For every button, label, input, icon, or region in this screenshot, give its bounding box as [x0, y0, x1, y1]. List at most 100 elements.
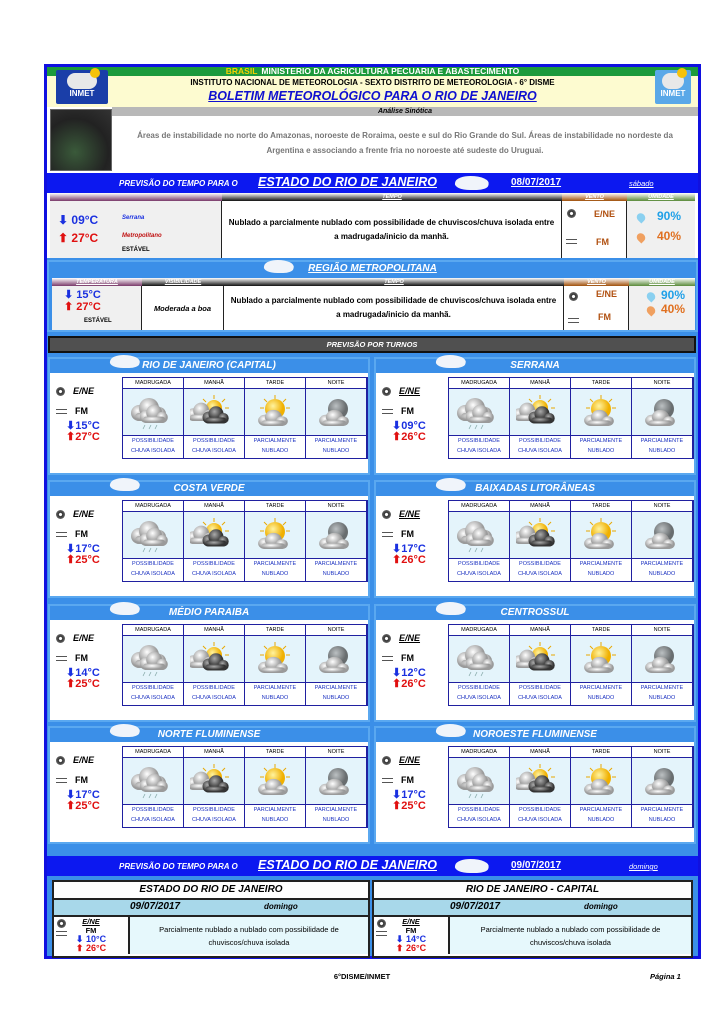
- max-temp: ⬆26°C: [392, 678, 426, 690]
- min-temp: ⬇17°C: [392, 789, 426, 801]
- region-title: SERRANA: [376, 359, 694, 373]
- period-header: NOITE: [632, 378, 693, 389]
- header-vento: VENTO: [564, 278, 629, 286]
- satellite-image: [50, 109, 112, 171]
- day2-description: Parcialmente nublado a nublado com possi…: [450, 917, 691, 954]
- period-header: MADRUGADA: [123, 747, 184, 758]
- day2-table: ESTADO DO RIO DE JANEIRO 09/07/2017 domin…: [52, 880, 370, 958]
- humidity-min: 40%: [657, 229, 682, 243]
- period-condition: PARCIALMENTE NUBLADO: [632, 805, 693, 827]
- wind-speed: FM: [401, 529, 414, 539]
- moon-cloud-icon: [306, 389, 367, 436]
- period-condition: POSSIBILIDADE CHUVA ISOLADA: [449, 559, 510, 581]
- compass-icon: [567, 209, 576, 218]
- period-header: NOITE: [306, 501, 367, 512]
- wind-direction: E/NE: [399, 633, 421, 643]
- period-header: MANHÃ: [510, 747, 571, 758]
- day2-weekday: domingo: [629, 862, 658, 871]
- day2-table-title: RIO DE JANEIRO - CAPITAL: [374, 882, 691, 900]
- humidity-drop-icon: [634, 231, 648, 244]
- ministry-name: MINISTERIO DA AGRICULTURA PECUARIA E ABA…: [261, 66, 520, 76]
- moon-cloud-icon: [632, 758, 693, 805]
- compass-icon: [382, 633, 391, 643]
- period-header: MADRUGADA: [123, 501, 184, 512]
- cloud-rain-icon: [449, 389, 510, 436]
- compass-icon: [377, 919, 386, 928]
- cloud-rain-icon: [449, 512, 510, 559]
- period-condition: PARCIALMENTE NUBLADO: [306, 559, 367, 581]
- cloud-rain-icon: [123, 636, 184, 683]
- region-map-icon: [434, 478, 468, 491]
- wind-speed: FM: [596, 237, 609, 247]
- header-tempo: TEMPO: [222, 193, 562, 201]
- sun-cloud-storm-icon: [184, 636, 245, 683]
- region-panel-norte-fluminense: NORTE FLUMINENSE E/NE FM ⬇17°C ⬆25°C MAD…: [48, 724, 370, 844]
- period-header: NOITE: [306, 747, 367, 758]
- header-umidade: UMIDADE: [629, 278, 695, 286]
- region-panel-medio-paraiba: MÉDIO PARAIBA E/NE FM ⬇14°C ⬆25°C MADRUG…: [48, 602, 370, 722]
- header-tempo: TEMPO: [224, 278, 564, 286]
- period-header: MANHÃ: [510, 501, 571, 512]
- period-condition: POSSIBILIDADE CHUVA ISOLADA: [123, 559, 184, 581]
- min-temp: ⬇17°C: [392, 543, 426, 555]
- compass-icon: [56, 386, 65, 396]
- region-map-icon: [108, 478, 142, 491]
- wind-direction: E/NE: [594, 209, 616, 219]
- day2-table-weekday: domingo: [584, 902, 618, 911]
- min-temp: ⬇17°C: [66, 789, 100, 801]
- brasil-logo-text: BRASIL: [225, 66, 258, 76]
- period-condition: PARCIALMENTE NUBLADO: [632, 436, 693, 458]
- region-panel-noroeste-fluminense: NOROESTE FLUMINENSE E/NE FM ⬇17°C ⬆25°C …: [374, 724, 696, 844]
- min-temp: ⬇17°C: [66, 543, 100, 555]
- wind-speed: FM: [401, 653, 414, 663]
- period-header: NOITE: [306, 378, 367, 389]
- humidity-drop-icon: [634, 211, 648, 224]
- period-condition: PARCIALMENTE NUBLADO: [306, 805, 367, 827]
- inmet-logo-left: INMET: [56, 68, 108, 104]
- period-condition: POSSIBILIDADE CHUVA ISOLADA: [510, 436, 571, 458]
- sun-cloud-icon: [245, 758, 306, 805]
- moon-cloud-icon: [306, 758, 367, 805]
- period-condition: PARCIALMENTE NUBLADO: [245, 805, 306, 827]
- wind-speed: FM: [401, 775, 414, 785]
- cloud-rain-icon: [123, 758, 184, 805]
- metro-title: REGIÃO METROPOLITANA: [308, 263, 437, 274]
- bulletin-title: BOLETIM METEOROLÓGICO PARA O RIO DE JANE…: [208, 89, 537, 103]
- metro-humidity-max: 90%: [661, 288, 686, 302]
- footer-text: 6°DISME/INMET: [333, 972, 391, 981]
- period-condition: POSSIBILIDADE CHUVA ISOLADA: [184, 559, 245, 581]
- period-header: MADRUGADA: [123, 378, 184, 389]
- compass-icon: [56, 509, 65, 519]
- period-condition: PARCIALMENTE NUBLADO: [306, 436, 367, 458]
- cloud-rain-icon: [123, 512, 184, 559]
- period-header: TARDE: [245, 625, 306, 636]
- day2-table-date: 09/07/2017: [450, 901, 501, 912]
- day1-weekday: sábado: [629, 179, 654, 188]
- compass-icon: [569, 292, 578, 301]
- humidity-max: 90%: [657, 209, 682, 223]
- wind-direction: E/NE: [73, 386, 95, 396]
- page-number: Página 1: [650, 972, 681, 981]
- period-table: MADRUGADA MANHÃ TARDE NOITE POSSIBILIDADE CHU…: [448, 500, 694, 582]
- day2-table-weekday: domingo: [264, 902, 298, 911]
- wind-direction: E/NE: [73, 755, 95, 765]
- period-condition: PARCIALMENTE NUBLADO: [632, 683, 693, 705]
- region-map-icon: [108, 602, 142, 615]
- period-condition: POSSIBILIDADE CHUVA ISOLADA: [184, 683, 245, 705]
- period-header: MANHÃ: [510, 378, 571, 389]
- wind-direction: E/NE: [73, 509, 95, 519]
- wind-icon: [56, 408, 67, 414]
- period-table: MADRUGADA MANHÃ TARDE NOITE POSSIBILIDADE CHU…: [122, 746, 368, 828]
- period-table: MADRUGADA MANHÃ TARDE NOITE POSSIBILIDADE CHU…: [122, 624, 368, 706]
- min-temp-region: Serrana: [122, 215, 145, 221]
- region-title: NOROESTE FLUMINENSE: [376, 728, 694, 742]
- period-condition: PARCIALMENTE NUBLADO: [571, 559, 632, 581]
- sun-cloud-icon: [245, 389, 306, 436]
- wind-direction: E/NE: [73, 633, 95, 643]
- period-table: MADRUGADA MANHÃ TARDE NOITE POSSIBILIDADE CHU…: [448, 746, 694, 828]
- period-header: NOITE: [632, 501, 693, 512]
- day2-state: ESTADO DO RIO DE JANEIRO: [258, 858, 437, 872]
- header-temperatura: TEMPERATURA: [52, 278, 142, 286]
- compass-icon: [382, 386, 391, 396]
- region-map-icon: [434, 724, 468, 737]
